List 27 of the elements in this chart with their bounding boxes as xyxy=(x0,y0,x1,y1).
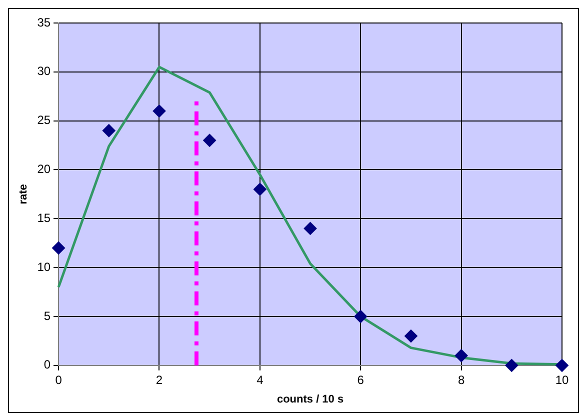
point xyxy=(152,104,166,118)
point xyxy=(404,330,418,343)
point xyxy=(454,349,468,362)
y-tick-label: 5 xyxy=(44,308,51,323)
y-tick-label: 10 xyxy=(37,260,51,274)
y-axis-title: rate xyxy=(18,184,30,204)
x-tick-label: 4 xyxy=(256,372,264,387)
point xyxy=(505,358,518,372)
point xyxy=(253,182,266,196)
x-tick-label: 2 xyxy=(156,372,163,387)
x-tick-label: 0 xyxy=(55,372,62,387)
x-tick-label: 6 xyxy=(357,372,364,387)
point xyxy=(203,134,216,147)
point xyxy=(556,358,568,372)
y-tick-label: 20 xyxy=(37,162,51,176)
y-tick-label: 15 xyxy=(37,210,51,225)
y-tick-label: 25 xyxy=(37,113,51,128)
y-tick-label: 35 xyxy=(37,15,51,30)
point xyxy=(354,310,368,323)
point xyxy=(304,222,317,235)
x-tick-label: 8 xyxy=(458,372,465,387)
x-axis-title: counts / 10 s xyxy=(276,393,344,406)
x-tick-label: 10 xyxy=(555,372,569,387)
point xyxy=(52,242,66,255)
y-tick-label: 30 xyxy=(37,64,51,78)
y-tick-label: 0 xyxy=(44,358,51,372)
point xyxy=(102,124,116,138)
